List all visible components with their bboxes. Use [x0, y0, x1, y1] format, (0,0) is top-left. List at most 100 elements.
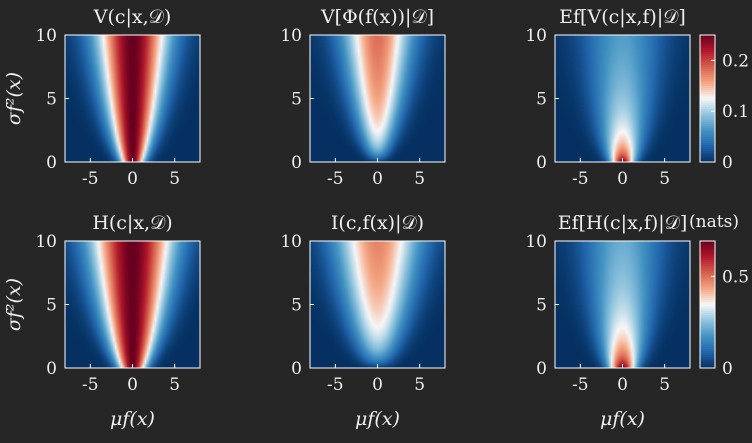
colorbar-frame — [699, 34, 716, 163]
colorbar-segment — [700, 130, 715, 133]
colorbar-segment — [700, 92, 715, 95]
colorbar-segment — [700, 155, 715, 159]
colorbar-segment — [700, 300, 715, 303]
colorbar-segment — [700, 119, 715, 123]
y-tick-label: 0 — [536, 359, 547, 379]
colorbar-segment — [700, 132, 715, 136]
colorbar-segment — [700, 285, 715, 289]
panel-3: -5 0 5 0 5 10 Ef[V(c|x,f)|𝒟] — [525, 6, 691, 189]
colorbar-segment — [700, 83, 715, 87]
y-tick-label: 0 — [291, 359, 302, 379]
colorbar-segment — [700, 134, 715, 138]
colorbar-segment — [700, 56, 715, 59]
colorbar-segment — [700, 115, 715, 119]
colorbar-segment — [700, 260, 715, 263]
y-axis-label: σf²(x) — [3, 278, 25, 331]
colorbar-segment — [700, 64, 715, 68]
heatmap-image — [310, 35, 445, 162]
colorbar-segment — [700, 159, 715, 163]
colorbar-segment — [700, 90, 715, 93]
panel-6: -5 0 5 0 5 10 Ef[H(c|x,f)|𝒟] μf(x) — [525, 212, 691, 430]
colorbar-segment — [700, 96, 715, 100]
colorbar-tick-label: 0 — [722, 153, 733, 173]
colorbar-segment — [700, 37, 715, 40]
colorbar-segment — [700, 147, 715, 150]
panel-title: H(c|x,𝒟) — [92, 212, 172, 234]
colorbar-segment — [700, 102, 715, 106]
colorbar-segment — [700, 75, 715, 78]
colorbar-segment — [700, 355, 715, 359]
colorbar-segment — [700, 249, 715, 253]
colorbar-segment — [700, 245, 715, 248]
panel-title: V(c|x,𝒟) — [93, 6, 172, 28]
panel-1: -5 0 5 0 5 10 V(c|x,𝒟) σf²(x) — [3, 6, 201, 189]
colorbar-segment — [700, 73, 715, 76]
colorbar-segment — [700, 123, 715, 127]
colorbar-segment — [700, 353, 715, 356]
colorbar-segment — [700, 117, 715, 121]
colorbar-segment — [700, 344, 715, 348]
colorbar-segment — [700, 79, 715, 83]
colorbar-segment — [700, 142, 715, 146]
colorbar: 0 0.5 (nats) — [689, 212, 749, 379]
colorbar-segment — [700, 70, 715, 74]
colorbar-segment — [700, 332, 715, 335]
panel-4: -5 0 5 0 5 10 H(c|x,𝒟) μf(x) σf²(x) — [3, 212, 201, 430]
colorbar-segment — [700, 151, 715, 155]
x-tick-label: -5 — [572, 375, 589, 395]
colorbar-segment — [700, 283, 715, 287]
x-tick-label: 0 — [617, 169, 628, 189]
colorbar-tick-label: 0.2 — [722, 51, 749, 71]
colorbar-segment — [700, 266, 715, 270]
x-tick-label: 5 — [169, 169, 180, 189]
heatmap-image — [65, 241, 200, 368]
colorbar-segment — [700, 312, 715, 316]
colorbar-segment — [700, 243, 715, 246]
colorbar-segment — [700, 361, 715, 365]
y-tick-label: 5 — [291, 90, 302, 110]
colorbar-segment — [700, 296, 715, 299]
y-tick-label: 10 — [35, 26, 57, 46]
colorbar-segment — [700, 304, 715, 308]
x-tick-label: -5 — [572, 169, 589, 189]
colorbar-segment — [700, 289, 715, 293]
colorbar-tick-label: 0.1 — [722, 102, 749, 122]
colorbar-segment — [700, 276, 715, 280]
colorbar-segment — [700, 262, 715, 265]
colorbar-segment — [700, 87, 715, 91]
colorbar-segment — [700, 43, 715, 47]
colorbar-segment — [700, 268, 715, 272]
colorbar-tick-label: 0.5 — [722, 267, 749, 287]
colorbar-segment — [700, 54, 715, 57]
colorbar-segment — [700, 274, 715, 278]
colorbar-segment — [700, 45, 715, 49]
panel-5: -5 0 5 0 5 10 I(c,f(x)|𝒟) μf(x) — [280, 212, 446, 430]
panel-title: Ef[V(c|x,f)|𝒟] — [559, 6, 686, 28]
y-tick-label: 10 — [525, 232, 547, 252]
colorbar-segment — [700, 348, 715, 352]
y-tick-label: 5 — [46, 296, 57, 316]
colorbar-segment — [700, 81, 715, 85]
y-tick-label: 0 — [291, 153, 302, 173]
y-tick-label: 10 — [280, 232, 302, 252]
colorbar-segment — [700, 336, 715, 339]
colorbar-segment — [700, 68, 715, 72]
x-tick-label: 5 — [659, 375, 670, 395]
colorbar-segment — [700, 251, 715, 255]
colorbar-segment — [700, 136, 715, 140]
colorbar: 0 0.1 0.2 — [699, 34, 749, 173]
colorbar-segment — [700, 306, 715, 310]
colorbar-segment — [700, 357, 715, 361]
colorbar-segment — [700, 58, 715, 61]
colorbar-segment — [700, 359, 715, 363]
x-tick-label: -5 — [327, 169, 344, 189]
x-tick-label: 0 — [372, 375, 383, 395]
colorbar-segment — [700, 128, 715, 131]
colorbar-segment — [700, 287, 715, 291]
colorbar-segment — [700, 270, 715, 274]
colorbar-segment — [700, 62, 715, 66]
colorbar-segment — [700, 153, 715, 157]
x-tick-label: 5 — [659, 169, 670, 189]
